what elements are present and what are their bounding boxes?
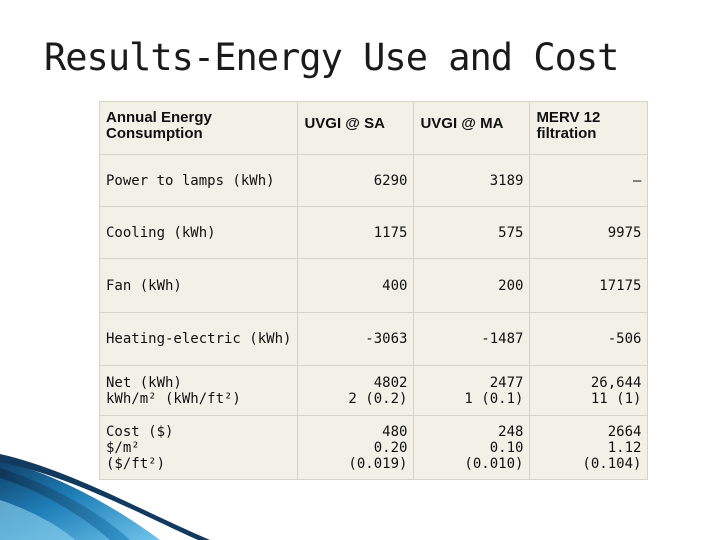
header-annual-energy-consumption: Annual Energy Consumption	[98, 101, 299, 155]
corner-swoosh-decoration	[0, 454, 210, 540]
cell-merv12: 26,644 11 (1)	[529, 365, 649, 416]
row-label: Power to lamps (kWh)	[98, 154, 299, 207]
table-row: Heating-electric (kWh) -3063 -1487 -506	[98, 312, 649, 366]
cell-uvgi-ma: -1487	[413, 312, 531, 366]
cell-merv12: –	[529, 154, 649, 207]
cell-uvgi-ma: 2477 1 (0.1)	[413, 365, 531, 416]
cell-uvgi-sa: 4802 2 (0.2)	[297, 365, 415, 416]
table-row: Net (kWh) kWh/m² (kWh/ft²) 4802 2 (0.2) …	[98, 365, 649, 416]
cell-uvgi-sa: 480 0.20 (0.019)	[297, 415, 415, 480]
cell-uvgi-sa: 400	[297, 258, 415, 313]
cell-uvgi-ma: 575	[413, 206, 531, 259]
cell-merv12: 9975	[529, 206, 649, 259]
cell-uvgi-sa: -3063	[297, 312, 415, 366]
cell-uvgi-ma: 248 0.10 (0.010)	[413, 415, 531, 480]
header-uvgi-sa: UVGI @ SA	[297, 101, 415, 155]
table-row: Fan (kWh) 400 200 17175	[98, 258, 649, 313]
row-label: Fan (kWh)	[98, 258, 299, 313]
cell-uvgi-sa: 1175	[297, 206, 415, 259]
cell-uvgi-sa: 6290	[297, 154, 415, 207]
row-label: Cost ($) $/m² ($/ft²)	[98, 415, 299, 480]
table-row: Cost ($) $/m² ($/ft²) 480 0.20 (0.019) 2…	[98, 415, 649, 480]
header-uvgi-ma: UVGI @ MA	[413, 101, 531, 155]
table-row: Cooling (kWh) 1175 575 9975	[98, 206, 649, 259]
row-label: Heating-electric (kWh)	[98, 312, 299, 366]
row-label: Cooling (kWh)	[98, 206, 299, 259]
table-row: Power to lamps (kWh) 6290 3189 –	[98, 154, 649, 207]
cell-uvgi-ma: 200	[413, 258, 531, 313]
row-label: Net (kWh) kWh/m² (kWh/ft²)	[98, 365, 299, 416]
energy-results-table: Annual Energy Consumption UVGI @ SA UVGI…	[98, 101, 649, 480]
cell-merv12: 2664 1.12 (0.104)	[529, 415, 649, 480]
header-merv12-filtration: MERV 12 filtration	[529, 101, 649, 155]
cell-uvgi-ma: 3189	[413, 154, 531, 207]
cell-merv12: -506	[529, 312, 649, 366]
table-header-row: Annual Energy Consumption UVGI @ SA UVGI…	[98, 101, 649, 155]
slide-title: Results-Energy Use and Cost	[44, 36, 619, 79]
cell-merv12: 17175	[529, 258, 649, 313]
